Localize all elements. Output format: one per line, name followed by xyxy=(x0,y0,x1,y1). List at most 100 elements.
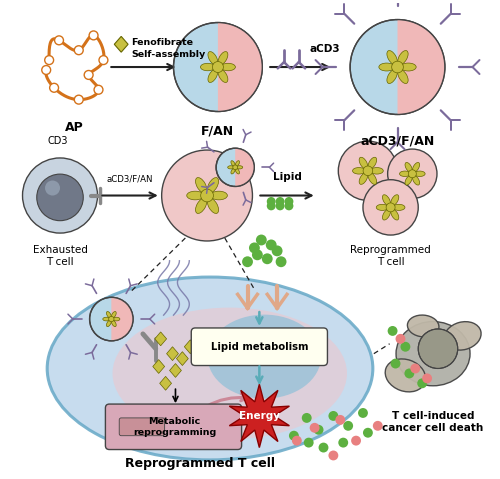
Circle shape xyxy=(284,197,294,206)
Circle shape xyxy=(267,202,276,210)
Ellipse shape xyxy=(208,178,218,193)
Circle shape xyxy=(262,253,272,264)
Circle shape xyxy=(74,95,83,104)
Circle shape xyxy=(302,413,312,423)
Ellipse shape xyxy=(103,317,110,321)
Circle shape xyxy=(200,189,213,202)
Circle shape xyxy=(267,197,276,206)
FancyBboxPatch shape xyxy=(119,418,164,436)
Circle shape xyxy=(162,150,252,241)
Wedge shape xyxy=(112,297,133,341)
Circle shape xyxy=(266,240,276,251)
Circle shape xyxy=(252,250,263,260)
FancyBboxPatch shape xyxy=(192,328,328,365)
Ellipse shape xyxy=(231,160,235,166)
Text: Lipid metabolism: Lipid metabolism xyxy=(210,342,308,352)
Ellipse shape xyxy=(393,205,405,210)
Ellipse shape xyxy=(236,160,240,166)
Circle shape xyxy=(404,368,414,378)
Ellipse shape xyxy=(412,162,420,172)
Circle shape xyxy=(94,85,103,94)
FancyBboxPatch shape xyxy=(106,404,242,449)
Ellipse shape xyxy=(196,178,207,193)
Circle shape xyxy=(318,443,328,453)
Circle shape xyxy=(84,70,93,80)
Polygon shape xyxy=(114,36,128,52)
Polygon shape xyxy=(160,376,172,390)
Circle shape xyxy=(289,431,299,441)
Circle shape xyxy=(45,181,60,195)
Circle shape xyxy=(233,165,237,170)
Circle shape xyxy=(410,364,420,374)
Text: Self-assembly: Self-assembly xyxy=(131,50,206,58)
Circle shape xyxy=(37,174,84,221)
Ellipse shape xyxy=(396,321,470,386)
Circle shape xyxy=(363,166,372,176)
Ellipse shape xyxy=(414,171,425,176)
Ellipse shape xyxy=(387,69,398,83)
Circle shape xyxy=(74,46,83,55)
Ellipse shape xyxy=(359,157,368,169)
Ellipse shape xyxy=(218,52,228,65)
Ellipse shape xyxy=(220,63,236,71)
Circle shape xyxy=(276,197,284,206)
Circle shape xyxy=(304,438,314,447)
Circle shape xyxy=(418,329,458,368)
Ellipse shape xyxy=(208,198,218,214)
Circle shape xyxy=(284,202,294,210)
Ellipse shape xyxy=(400,63,416,71)
Circle shape xyxy=(44,56,54,65)
Ellipse shape xyxy=(112,317,120,321)
Circle shape xyxy=(256,235,267,245)
Text: Exhausted
T cell: Exhausted T cell xyxy=(32,245,88,266)
Ellipse shape xyxy=(368,157,376,169)
Circle shape xyxy=(242,256,253,267)
Text: Energy: Energy xyxy=(239,411,280,421)
Circle shape xyxy=(400,342,410,352)
Ellipse shape xyxy=(391,209,399,220)
Circle shape xyxy=(310,423,320,433)
Ellipse shape xyxy=(210,191,228,200)
Circle shape xyxy=(276,202,284,210)
Ellipse shape xyxy=(352,168,366,174)
Circle shape xyxy=(408,170,416,178)
Wedge shape xyxy=(218,23,262,111)
Ellipse shape xyxy=(382,209,390,220)
Ellipse shape xyxy=(106,320,111,327)
Ellipse shape xyxy=(112,311,116,318)
Circle shape xyxy=(90,297,133,341)
Ellipse shape xyxy=(186,191,204,200)
Ellipse shape xyxy=(208,315,321,399)
Ellipse shape xyxy=(208,69,218,82)
Circle shape xyxy=(363,180,418,235)
Circle shape xyxy=(350,20,445,114)
Circle shape xyxy=(386,203,395,212)
Ellipse shape xyxy=(412,175,420,185)
Ellipse shape xyxy=(236,166,242,169)
Circle shape xyxy=(42,66,50,74)
Text: aCD3: aCD3 xyxy=(310,44,340,54)
Circle shape xyxy=(392,61,404,73)
Text: Reprogrammed
T cell: Reprogrammed T cell xyxy=(350,245,431,266)
Polygon shape xyxy=(155,332,166,346)
Text: Lipid: Lipid xyxy=(272,171,302,182)
Text: Reprogrammed T cell: Reprogrammed T cell xyxy=(125,457,275,470)
Wedge shape xyxy=(398,20,444,114)
Text: AP: AP xyxy=(64,121,83,135)
Text: F/AN: F/AN xyxy=(202,125,234,137)
Text: Fenofibrate: Fenofibrate xyxy=(131,38,193,47)
Ellipse shape xyxy=(387,51,398,65)
Ellipse shape xyxy=(405,175,412,185)
Ellipse shape xyxy=(376,205,388,210)
Ellipse shape xyxy=(218,69,228,82)
Circle shape xyxy=(314,425,324,435)
Ellipse shape xyxy=(231,168,235,174)
Circle shape xyxy=(363,428,373,438)
Circle shape xyxy=(388,149,437,198)
Circle shape xyxy=(272,245,282,256)
Wedge shape xyxy=(235,148,254,186)
Ellipse shape xyxy=(370,168,384,174)
Circle shape xyxy=(108,317,114,322)
Polygon shape xyxy=(184,340,196,354)
Circle shape xyxy=(336,415,345,425)
